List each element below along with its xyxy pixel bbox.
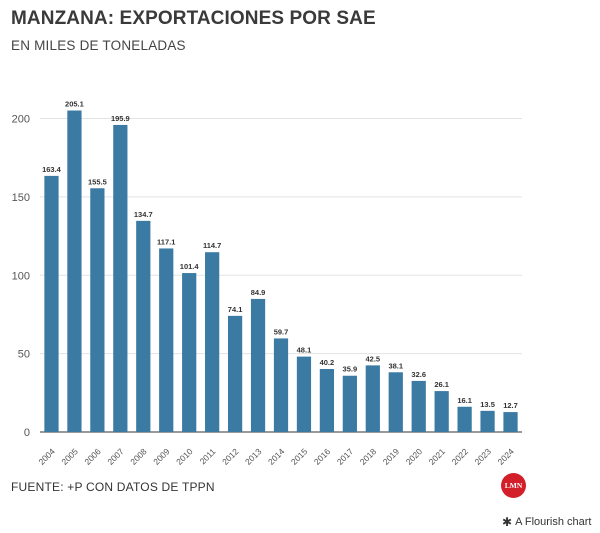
bar xyxy=(503,412,518,432)
data-label: 38.1 xyxy=(388,361,403,370)
x-tick-label: 2007 xyxy=(105,446,126,467)
bar xyxy=(136,220,151,432)
y-tick-label: 200 xyxy=(12,114,30,126)
x-tick-label: 2019 xyxy=(381,446,402,467)
bar xyxy=(205,252,220,432)
bar xyxy=(273,338,289,432)
data-labels: 163.4 205.1 155.5 195.9 134.7 117.1 101.4 114.7… xyxy=(42,100,518,411)
bar xyxy=(113,124,128,432)
bar xyxy=(159,248,174,432)
y-tick-label: 0 xyxy=(24,427,30,439)
x-tick-label: 2005 xyxy=(59,446,80,467)
bars xyxy=(44,110,518,433)
bar xyxy=(296,356,312,432)
x-tick-label: 2014 xyxy=(266,446,287,467)
bar xyxy=(411,380,426,432)
data-label: 42.5 xyxy=(366,354,381,363)
bar xyxy=(44,175,59,432)
bar xyxy=(480,410,495,432)
x-tick-label: 2006 xyxy=(82,446,103,467)
x-tick-label: 2020 xyxy=(404,446,425,467)
chart-subtitle: EN MILES DE TONELADAS xyxy=(11,38,186,53)
data-label: 101.4 xyxy=(180,262,200,271)
y-axis-ticks: 0 50 100 150 200 xyxy=(12,114,30,439)
data-label: 74.1 xyxy=(228,305,243,314)
x-tick-label: 2009 xyxy=(151,446,172,467)
x-tick-label: 2010 xyxy=(174,446,195,467)
y-tick-label: 150 xyxy=(12,192,30,204)
bar-chart: 0 50 100 150 200 163.4 205.1 155.5 195.9 134.7 11… xyxy=(12,100,522,467)
bar xyxy=(67,110,82,433)
source-note: FUENTE: +P CON DATOS DE TPPN xyxy=(11,480,215,494)
x-tick-label: 2022 xyxy=(450,446,471,467)
bar xyxy=(182,273,197,432)
data-label: 40.2 xyxy=(320,358,335,367)
data-label: 155.5 xyxy=(88,177,107,186)
x-tick-label: 2012 xyxy=(220,446,241,467)
x-tick-label: 2016 xyxy=(312,446,333,467)
x-tick-label: 2018 xyxy=(358,446,379,467)
x-tick-label: 2008 xyxy=(128,446,149,467)
data-label: 134.7 xyxy=(134,210,153,219)
x-tick-label: 2013 xyxy=(243,446,264,467)
data-label: 195.9 xyxy=(111,114,130,123)
bar xyxy=(434,391,449,432)
bar xyxy=(365,365,380,432)
flourish-credit-label: A Flourish chart xyxy=(515,516,592,528)
x-tick-label: 2023 xyxy=(473,446,494,467)
data-label: 16.1 xyxy=(457,396,472,405)
data-label: 59.7 xyxy=(274,327,289,336)
bar xyxy=(388,372,403,432)
data-label: 13.5 xyxy=(480,400,495,409)
lmn-logo: LMN xyxy=(501,473,526,498)
data-label: 12.7 xyxy=(503,401,518,410)
bar xyxy=(227,315,243,432)
bar xyxy=(342,375,357,432)
data-label: 205.1 xyxy=(65,100,84,109)
flourish-star-icon: ✱ xyxy=(502,515,513,529)
x-axis-ticks: 2004 2005 2006 2007 2008 2009 2010 2011 2012 2013… xyxy=(36,446,516,467)
x-tick-label: 2015 xyxy=(289,446,310,467)
bar xyxy=(90,188,105,432)
x-tick-label: 2011 xyxy=(198,446,218,466)
x-tick-label: 2004 xyxy=(36,446,57,467)
data-label: 48.1 xyxy=(297,346,312,355)
chart-title: MANZANA: EXPORTACIONES POR SAE xyxy=(11,8,376,29)
data-label: 26.1 xyxy=(434,380,449,389)
y-tick-label: 50 xyxy=(18,349,30,361)
data-label: 35.9 xyxy=(343,365,358,374)
bar xyxy=(250,298,266,432)
data-label: 114.7 xyxy=(203,241,221,250)
y-tick-label: 100 xyxy=(12,270,30,282)
flourish-credit-link[interactable]: ✱ A Flourish chart xyxy=(502,515,591,529)
bar xyxy=(319,368,335,432)
data-label: 117.1 xyxy=(157,237,175,246)
x-tick-label: 2024 xyxy=(495,446,516,467)
data-label: 32.6 xyxy=(411,370,426,379)
data-label: 84.9 xyxy=(251,288,266,297)
data-label: 163.4 xyxy=(42,165,62,174)
x-tick-label: 2021 xyxy=(427,446,448,467)
bar xyxy=(457,406,472,432)
x-tick-label: 2017 xyxy=(335,446,356,467)
